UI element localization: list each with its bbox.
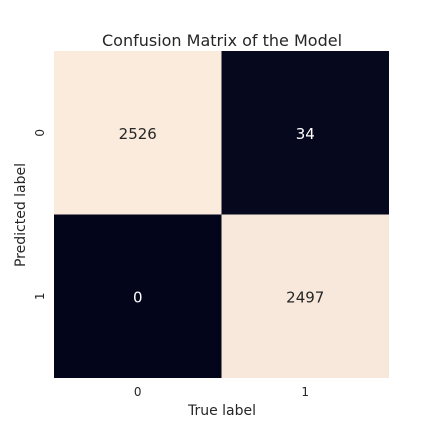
y-tick-label: 0 [33, 129, 47, 137]
heatmap-cell [221, 214, 389, 378]
cell-value-label: 2497 [286, 288, 324, 306]
chart-title: Confusion Matrix of the Model [102, 31, 342, 50]
cell-value-labels: 2526 34 0 2497 [119, 125, 325, 307]
y-axis-label: Predicted label [13, 163, 29, 267]
heatmap-cell [221, 51, 389, 215]
x-tick-label: 1 [301, 385, 309, 399]
y-tick-label: 1 [33, 292, 47, 300]
cell-value-label: 2526 [119, 125, 157, 143]
cell-value-label: 0 [133, 288, 143, 306]
heatmap-cell [54, 51, 222, 215]
x-axis-label: True label [187, 403, 256, 419]
heatmap-cell [54, 214, 222, 378]
cell-value-label: 34 [296, 125, 315, 143]
heatmap-cells [54, 51, 389, 378]
x-tick-label: 0 [134, 385, 142, 399]
y-tick-labels: 01 [33, 129, 47, 300]
